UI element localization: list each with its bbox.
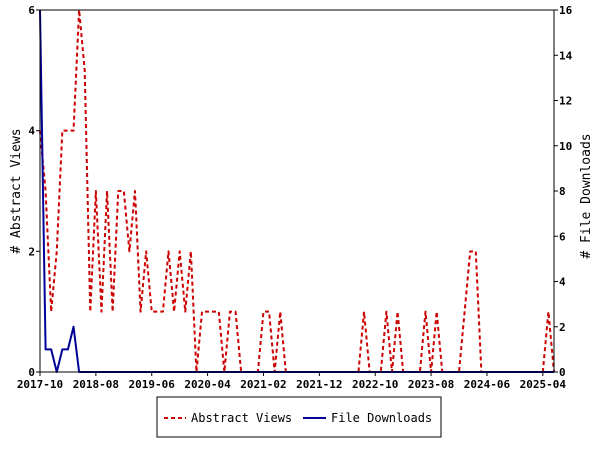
x-tick-label: 2021-12 — [296, 378, 342, 391]
x-tick-label: 2017-10 — [17, 378, 63, 391]
y-right-tick-label: 12 — [559, 95, 572, 108]
y-axis-right-title: # File Downloads — [579, 133, 594, 258]
y-right-tick-label: 8 — [559, 185, 566, 198]
x-axis: 2017-10 2018-08 2019-06 2020-04 2021-02 2021-… — [17, 372, 567, 391]
y-right-tick-label: 14 — [559, 49, 573, 62]
y-axis-left: 0 2 4 6 — [28, 4, 40, 379]
legend-box — [156, 396, 442, 438]
series-line-file-downloads — [39, 9, 554, 373]
y-axis-right: 0 2 4 6 8 10 12 14 16 — [554, 4, 573, 379]
legend-label-abstract-views: Abstract Views — [191, 411, 292, 425]
series-layer — [39, 9, 555, 373]
legend-label-file-downloads: File Downloads — [331, 411, 432, 425]
x-tick-label: 2025-04 — [520, 378, 567, 391]
series-line-abstract-views — [39, 9, 555, 373]
y-axis-left-title: # Abstract Views — [9, 128, 24, 253]
y-left-tick-label: 2 — [28, 245, 35, 258]
x-tick-label: 2023-08 — [408, 378, 454, 391]
y-left-tick-label: 4 — [28, 125, 35, 138]
legend: Abstract Views File Downloads — [156, 396, 442, 438]
x-tick-label: 2024-06 — [464, 378, 511, 391]
x-tick-label: 2019-06 — [129, 378, 176, 391]
y-right-tick-label: 0 — [559, 366, 566, 379]
y-right-tick-label: 2 — [559, 321, 566, 334]
x-tick-label: 2022-10 — [352, 378, 398, 391]
x-tick-label: 2018-08 — [73, 378, 119, 391]
plot-frame — [39, 9, 555, 373]
x-tick-label: 2020-04 — [184, 378, 231, 391]
y-right-tick-label: 6 — [559, 230, 566, 243]
y-right-tick-label: 4 — [559, 276, 566, 289]
y-right-tick-label: 16 — [559, 4, 573, 17]
y-left-tick-label: 6 — [28, 4, 35, 17]
y-left-tick-label: 0 — [28, 366, 35, 379]
x-tick-label: 2021-02 — [240, 378, 286, 391]
y-right-tick-label: 10 — [559, 140, 572, 153]
